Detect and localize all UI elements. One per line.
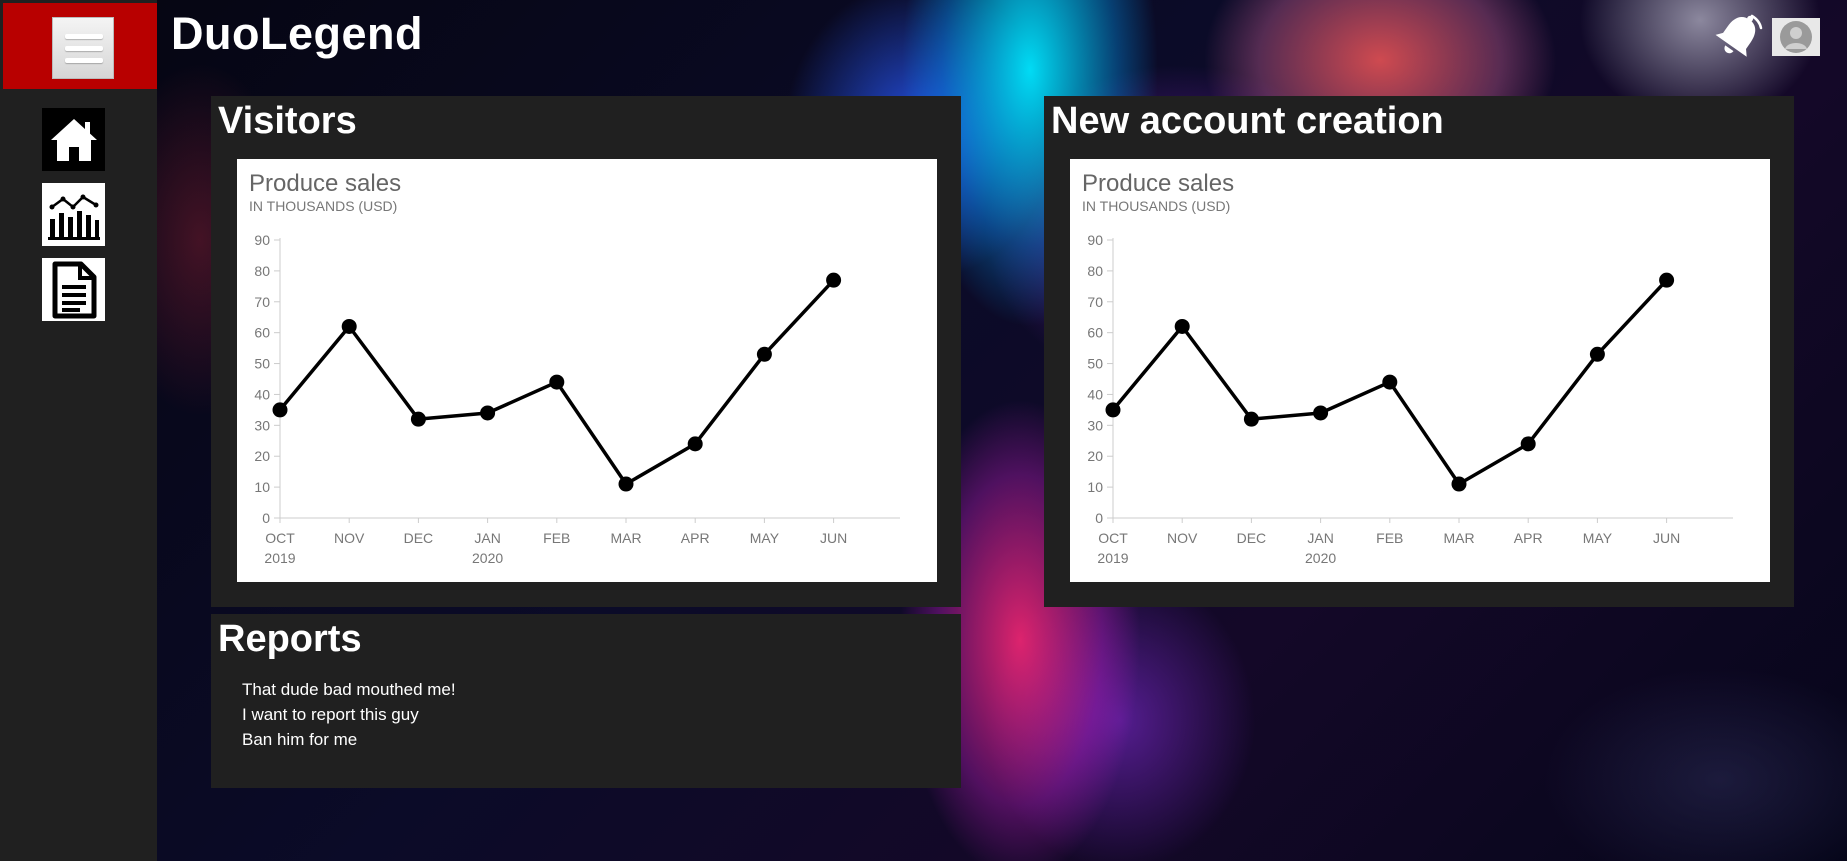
x-tick-sublabel: 2020 [1305,550,1336,566]
y-tick-label: 30 [1087,417,1103,433]
x-tick-label: FEB [543,530,570,546]
x-tick-label: DEC [404,530,434,546]
x-tick-label: JUN [1653,530,1680,546]
document-icon [52,261,96,318]
x-tick-label: FEB [1376,530,1403,546]
data-point [1243,411,1259,427]
data-point [1382,374,1398,390]
x-tick-label: APR [1514,530,1543,546]
y-tick-label: 50 [254,356,270,372]
data-point [618,476,634,492]
data-point [1659,272,1675,288]
x-tick-sublabel: 2020 [472,550,503,566]
data-point [272,402,288,418]
data-point [1313,405,1329,421]
visitors-chart: Produce sales IN THOUSANDS (USD) 0 10 20 30 40… [237,159,937,582]
notification-button[interactable] [1712,10,1764,62]
new-account-creation-chart: Produce sales IN THOUSANDS (USD) 0 10 20 30 40… [1070,159,1770,582]
y-tick-label: 90 [1087,232,1103,248]
x-tick-label: OCT [1098,530,1128,546]
x-tick-label: JAN [1307,530,1333,546]
data-point [410,411,426,427]
report-item[interactable]: I want to report this guy [242,705,419,724]
y-tick-label: 80 [254,263,270,279]
new-account-creation-panel: New account creation Produce sales IN THO… [1044,96,1794,607]
report-item[interactable]: That dude bad mouthed me! [242,680,456,699]
reports-panel: Reports That dude bad mouthed me! I want… [211,614,961,788]
new-account-creation-panel-title: New account creation [1051,100,1444,142]
x-tick-label: APR [681,530,710,546]
y-tick-label: 10 [1087,479,1103,495]
sidebar-item-statistics[interactable] [42,183,105,246]
data-point [1174,318,1190,334]
chart-title: Produce sales [1082,170,1234,197]
y-tick-label: 60 [1087,325,1103,341]
y-tick-label: 60 [254,325,270,341]
y-tick-label: 30 [254,417,270,433]
chart-subtitle: IN THOUSANDS (USD) [1082,198,1230,214]
x-tick-sublabel: 2019 [1097,550,1128,566]
x-tick-label: JUN [820,530,847,546]
x-tick-label: MAY [1583,530,1613,546]
y-tick-label: 10 [254,479,270,495]
reports-panel-title: Reports [218,618,362,660]
data-point [1105,402,1121,418]
x-tick-label: MAY [750,530,780,546]
y-tick-label: 90 [254,232,270,248]
app-title: DuoLegend [171,8,423,59]
x-tick-label: OCT [265,530,295,546]
y-tick-label: 40 [254,386,270,402]
y-tick-label: 70 [1087,294,1103,310]
y-tick-label: 20 [1087,448,1103,464]
y-tick-label: 0 [1095,510,1103,526]
chart-subtitle: IN THOUSANDS (USD) [249,198,397,214]
hamburger-menu-button[interactable] [52,17,114,79]
menu-block [3,3,157,89]
y-tick-label: 50 [1087,356,1103,372]
data-point [480,405,496,421]
data-point [687,436,703,452]
reports-list: That dude bad mouthed me! I want to repo… [242,677,456,752]
report-item[interactable]: Ban him for me [242,730,358,749]
sidebar-item-documents[interactable] [42,258,105,321]
y-tick-label: 0 [262,510,270,526]
user-avatar-icon [1780,21,1812,53]
data-point [1520,436,1536,452]
data-point [1451,476,1467,492]
x-tick-label: NOV [334,530,365,546]
data-point [826,272,842,288]
bell-icon [1715,14,1763,57]
data-point [756,346,772,362]
x-tick-label: JAN [474,530,500,546]
data-point [1589,346,1605,362]
y-tick-label: 40 [1087,386,1103,402]
y-tick-label: 20 [254,448,270,464]
x-tick-label: NOV [1167,530,1198,546]
data-point [549,374,565,390]
x-tick-sublabel: 2019 [264,550,295,566]
home-icon [50,118,97,161]
sidebar-item-home[interactable] [42,108,105,171]
chart-title: Produce sales [249,170,401,197]
visitors-panel-title: Visitors [218,100,357,142]
visitors-panel: Visitors Produce sales IN THOUSANDS (USD)… [211,96,961,607]
y-tick-label: 80 [1087,263,1103,279]
data-point [341,318,357,334]
x-tick-label: MAR [610,530,641,546]
bar-chart-icon [47,194,100,240]
y-tick-label: 70 [254,294,270,310]
x-tick-label: MAR [1443,530,1474,546]
x-tick-label: DEC [1237,530,1267,546]
sidebar [0,0,157,861]
user-avatar-button[interactable] [1772,18,1820,56]
